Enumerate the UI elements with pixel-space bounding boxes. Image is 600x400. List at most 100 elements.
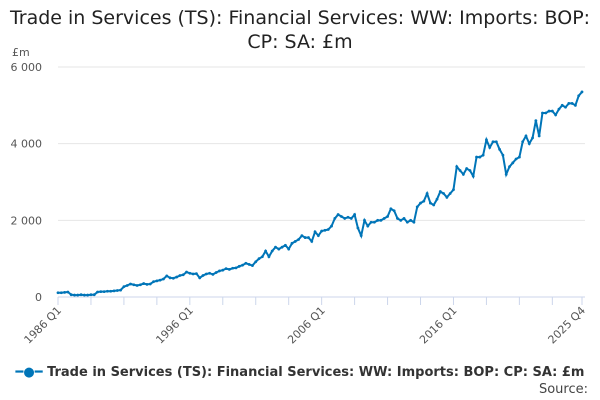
data-point xyxy=(99,290,103,294)
data-point xyxy=(465,167,469,170)
data-point xyxy=(554,113,558,117)
x-tick-label: 1986 Q1 xyxy=(22,304,65,347)
data-point xyxy=(366,224,370,228)
data-point xyxy=(270,249,274,253)
data-point xyxy=(419,201,422,205)
data-point xyxy=(132,283,136,287)
data-point xyxy=(185,270,188,274)
data-point xyxy=(280,245,284,249)
data-point xyxy=(168,276,172,280)
data-point xyxy=(392,209,396,213)
data-point xyxy=(508,165,511,169)
data-point xyxy=(534,119,538,123)
legend-label: Trade in Services (TS): Financial Servic… xyxy=(47,365,585,380)
data-point xyxy=(267,255,271,259)
data-point xyxy=(247,263,251,266)
data-point xyxy=(175,275,179,279)
data-point xyxy=(283,243,287,247)
data-point xyxy=(481,153,485,157)
data-point xyxy=(330,224,333,228)
data-point xyxy=(152,280,155,284)
data-point xyxy=(234,266,238,270)
data-point xyxy=(432,203,436,207)
data-point xyxy=(475,155,478,159)
data-point xyxy=(135,284,139,287)
data-point xyxy=(442,192,445,195)
y-tick-label: 2 000 xyxy=(11,214,43,227)
data-point xyxy=(142,282,146,285)
source-label: Source: xyxy=(538,382,588,397)
data-point xyxy=(491,140,495,144)
data-point xyxy=(369,220,373,224)
data-point xyxy=(340,215,343,218)
data-point xyxy=(76,293,80,297)
data-point xyxy=(382,217,386,220)
data-point xyxy=(145,282,149,286)
data-point xyxy=(359,234,363,238)
data-point xyxy=(224,267,228,271)
data-point xyxy=(389,207,393,211)
data-point xyxy=(122,285,126,289)
data-point xyxy=(112,289,116,293)
data-point xyxy=(106,289,109,293)
data-point xyxy=(221,268,225,272)
data-point xyxy=(214,271,218,274)
data-point xyxy=(478,155,482,159)
legend[interactable]: ━●━ Trade in Services (TS): Financial Se… xyxy=(15,365,585,380)
data-point xyxy=(66,290,70,294)
data-point xyxy=(277,247,281,251)
data-point xyxy=(429,201,432,205)
chart-title: Trade in Services (TS): Financial Servic… xyxy=(9,7,591,53)
data-point xyxy=(372,220,376,224)
data-point xyxy=(511,161,515,165)
x-tick-label: 2025 Q4 xyxy=(546,304,589,347)
data-point xyxy=(297,238,300,241)
y-tick-label: 4 000 xyxy=(11,138,43,151)
data-point xyxy=(494,140,498,144)
data-point xyxy=(435,197,439,201)
data-point xyxy=(452,188,455,192)
data-point xyxy=(386,215,389,218)
data-point xyxy=(109,289,113,293)
data-point xyxy=(211,272,215,276)
x-tick-label: 2016 Q1 xyxy=(417,304,460,347)
data-point xyxy=(148,282,152,286)
data-point xyxy=(458,169,462,172)
data-point xyxy=(195,272,198,276)
data-point xyxy=(181,273,185,277)
data-point xyxy=(524,134,528,138)
data-point xyxy=(218,269,221,273)
data-point xyxy=(580,90,584,94)
data-point xyxy=(544,111,548,115)
data-point xyxy=(488,146,492,149)
data-point xyxy=(471,174,475,178)
data-point xyxy=(402,217,406,220)
data-point xyxy=(547,109,551,113)
series-line xyxy=(58,91,583,297)
data-point xyxy=(307,236,310,239)
data-point xyxy=(125,284,129,287)
y-tick-label: 0 xyxy=(35,291,42,304)
data-point xyxy=(326,228,330,231)
data-point xyxy=(379,218,383,222)
data-point xyxy=(56,291,60,295)
data-point xyxy=(501,153,505,157)
data-point xyxy=(336,213,340,216)
data-point xyxy=(162,277,165,281)
data-point xyxy=(257,257,261,261)
data-point xyxy=(115,289,119,292)
data-point xyxy=(333,217,337,220)
data-point xyxy=(191,272,195,276)
data-point xyxy=(376,218,380,222)
data-point xyxy=(102,290,106,294)
y-tick-label: 6 000 xyxy=(11,61,43,74)
data-point xyxy=(560,103,564,107)
data-point xyxy=(514,157,518,161)
data-point xyxy=(527,142,531,146)
data-point xyxy=(531,136,534,140)
data-point xyxy=(343,217,347,220)
data-point xyxy=(82,293,86,297)
data-point xyxy=(73,293,76,297)
data-point xyxy=(201,274,205,277)
